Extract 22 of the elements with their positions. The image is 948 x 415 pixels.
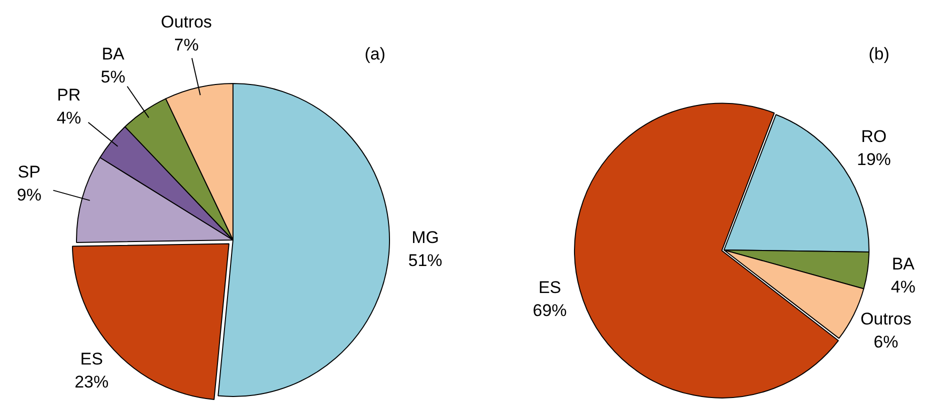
slice-label: Outros [860,309,912,328]
slice-label: BA [102,44,126,64]
data-label: 4% [890,277,916,296]
slice-label: ES [538,278,562,297]
chart-title: (b) [868,44,890,64]
slice-label: BA [892,254,916,274]
data-label: 4% [56,108,82,128]
data-label: 23% [74,372,109,392]
data-label: 6% [874,332,898,352]
data-label: 5% [100,67,126,86]
text: (a) [364,44,386,64]
slice-label: MG [412,228,439,247]
data-label: 51% [408,250,442,270]
slice-label: RO [861,127,887,146]
data-label: 19% [856,150,891,170]
slice-label: PR [57,85,81,104]
data-label: 9% [16,185,42,204]
data-label: 69% [532,300,567,320]
slice-label: Outros [160,12,212,32]
slice-label: ES [80,349,103,368]
data-label: 7% [174,35,199,54]
slice-label: SP [18,162,40,182]
